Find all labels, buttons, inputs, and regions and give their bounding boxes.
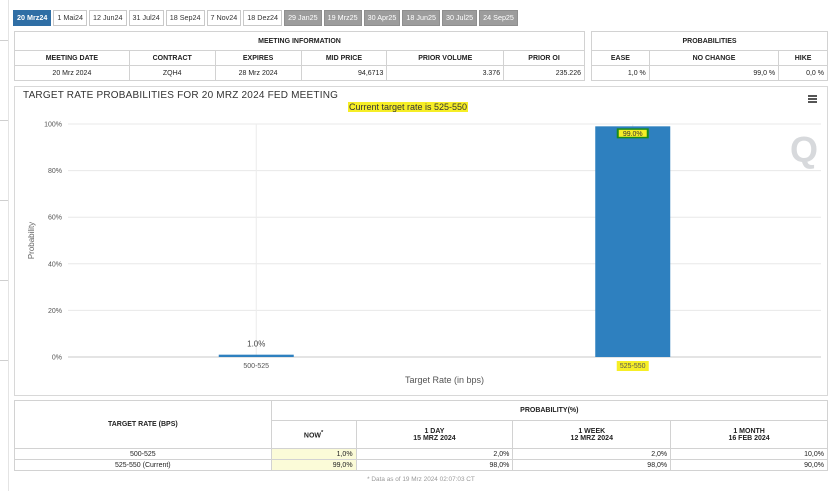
y-tick-label: 20% (48, 308, 62, 315)
now-asterisk: * (321, 429, 324, 436)
rail-mark (0, 200, 8, 201)
rail-mark (0, 120, 8, 121)
tab-meeting[interactable]: 18 Sep24 (165, 10, 205, 26)
tab-meeting[interactable]: 12 Jun24 (88, 10, 127, 26)
column-header: NO CHANGE (648, 50, 780, 66)
period-line2: 12 MRZ 2024 (570, 434, 613, 442)
now-header: NOW* (270, 420, 357, 449)
data-label-highlight (618, 129, 647, 137)
data-label: 1.0% (247, 340, 265, 349)
chart-subtitle: Current target rate is 525-550 (348, 102, 469, 112)
probability-chart: 0% 20% 40% 60% 80% 100% 1.0% 500-525 99.0% 525-55… (27, 122, 821, 385)
column-header: CONTRACT (128, 50, 216, 66)
rail-mark (0, 40, 8, 41)
tab-meeting[interactable]: 30 Jul25 (441, 10, 478, 26)
probabilities-header: PROBABILITIES (591, 31, 828, 51)
expires-cell: 28 Mrz 2024 (214, 65, 302, 81)
probabilities-table: PROBABILITIES EASE NO CHANGE HIKE 1,0 % … (591, 31, 828, 81)
period-header: 1 MONTH 16 FEB 2024 (670, 420, 828, 449)
meeting-tabs: 20 Mrz24 1 Mai24 12 Jun24 31 Jul24 18 Se… (13, 10, 518, 26)
column-header: EXPIRES (214, 50, 302, 66)
probability-bar (595, 126, 671, 357)
period-header: 1 WEEK 12 MRZ 2024 (512, 420, 672, 449)
x-axis-label: Target Rate (in bps) (405, 375, 484, 385)
y-tick-label: 40% (48, 261, 62, 268)
tab-meeting[interactable]: 30 Apr25 (363, 10, 401, 26)
probability-bar (218, 354, 294, 357)
meeting-info-table: MEETING INFORMATION MEETING DATE CONTRAC… (14, 31, 585, 81)
period-line1: 1 MONTH (733, 427, 765, 435)
tab-meeting[interactable]: 20 Mrz24 (13, 10, 52, 26)
tab-meeting[interactable]: 18 Jun25 (402, 10, 440, 26)
hamburger-menu-icon[interactable] (808, 95, 817, 103)
x-tick-label: 500-525 (243, 363, 269, 370)
tab-meeting[interactable]: 1 Mai24 (53, 10, 87, 26)
target-rate-header: TARGET RATE (BPS) (14, 400, 272, 449)
data-label: 99.0% (623, 131, 643, 138)
y-tick-label: 0% (52, 355, 62, 362)
week-cell: 2,0% (512, 448, 672, 460)
tab-meeting[interactable]: 29 Jan25 (284, 10, 322, 26)
now-cell: 99,0% (270, 459, 357, 471)
month-cell: 90,0% (670, 459, 828, 471)
column-header: PRIOR VOLUME (386, 50, 505, 66)
target-rate-table: TARGET RATE (BPS) PROBABILITY(%) NOW* 1 … (14, 400, 828, 471)
y-tick-label: 100% (44, 122, 62, 129)
x-tick-highlight (616, 361, 649, 371)
column-header: EASE (591, 50, 650, 66)
month-cell: 10,0% (670, 448, 828, 460)
period-line1: 1 DAY (424, 427, 445, 435)
contract-cell: ZQH4 (128, 65, 216, 81)
table-row: 525-550 (Current) 99,0% 98,0% 98,0% 90,0… (14, 459, 828, 471)
column-header: HIKE (778, 50, 828, 66)
no-change-cell: 99,0 % (648, 65, 780, 81)
prior-oi-cell: 235.226 (503, 65, 585, 81)
mid-price-cell: 94,6713 (300, 65, 388, 81)
hike-cell: 0,0 % (778, 65, 828, 81)
chart-panel: 0% 20% 40% 60% 80% 100% 1.0% 500-525 99.0% 525-55… (14, 86, 828, 396)
tab-meeting[interactable]: 19 Mrz25 (323, 10, 362, 26)
week-cell: 98,0% (512, 459, 672, 471)
y-tick-label: 60% (48, 215, 62, 222)
y-axis-label: Probability (27, 222, 36, 259)
tab-meeting[interactable]: 18 Dez24 (243, 10, 283, 26)
table-row: 500-525 1,0% 2,0% 2,0% 10,0% (14, 448, 828, 460)
data-timestamp-note: * Data as of 19 Mrz 2024 02:07:03 CT (367, 476, 475, 483)
prior-volume-cell: 3.376 (386, 65, 505, 81)
day-cell: 2,0% (355, 448, 514, 460)
tab-meeting[interactable]: 7 Nov24 (206, 10, 242, 26)
meeting-info-header: MEETING INFORMATION (14, 31, 585, 51)
column-header: MEETING DATE (14, 50, 130, 66)
day-cell: 98,0% (355, 459, 514, 471)
column-header: MID PRICE (300, 50, 388, 66)
rate-cell: 525-550 (Current) (14, 459, 272, 471)
rail-mark (0, 280, 8, 281)
column-header: PRIOR OI (503, 50, 585, 66)
q-logo-icon: Q (790, 129, 819, 170)
tab-meeting[interactable]: 31 Jul24 (128, 10, 164, 26)
rail-mark (0, 360, 8, 361)
period-line2: 16 FEB 2024 (728, 434, 770, 442)
meeting-date-cell: 20 Mrz 2024 (14, 65, 130, 81)
rate-cell: 500-525 (14, 448, 272, 460)
now-label: NOW (303, 432, 322, 440)
period-header: 1 DAY 15 MRZ 2024 (355, 420, 514, 449)
now-cell: 1,0% (270, 448, 357, 460)
chart-title: TARGET RATE PROBABILITIES FOR 20 MRZ 202… (23, 90, 339, 101)
left-rail (0, 0, 9, 491)
y-tick-label: 80% (48, 168, 62, 175)
x-tick-label: 525-550 (620, 363, 646, 370)
period-line1: 1 WEEK (578, 427, 606, 435)
period-line2: 15 MRZ 2024 (413, 434, 456, 442)
tab-meeting[interactable]: 24 Sep25 (479, 10, 518, 26)
ease-cell: 1,0 % (591, 65, 650, 81)
probability-header: PROBABILITY(%) (270, 400, 828, 421)
